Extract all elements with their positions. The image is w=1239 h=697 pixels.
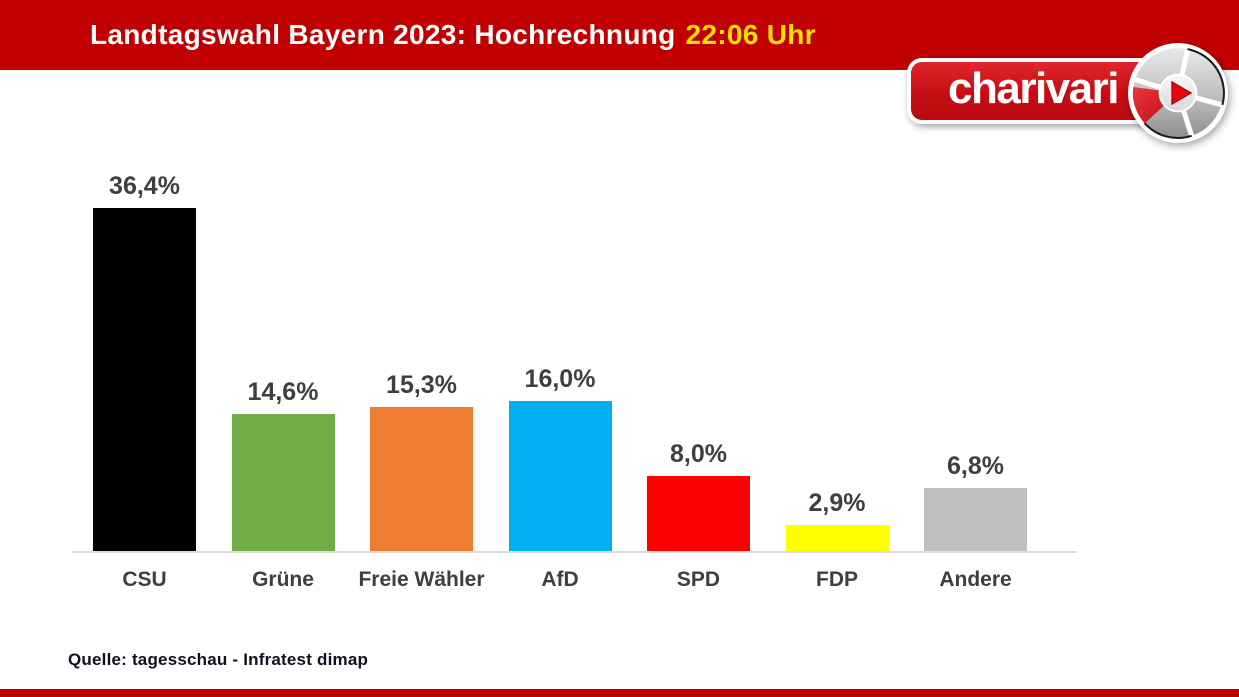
bar-groups: 36,4% CSU 14,6% Grüne 15,3% Freie Wähler… <box>93 160 1027 591</box>
bar-group: 36,4% CSU <box>93 160 196 591</box>
bar-category-label: FDP <box>816 568 858 591</box>
title-time: 22:06 Uhr <box>685 19 816 50</box>
play-wheel-icon <box>1128 43 1228 143</box>
header-banner: Landtagswahl Bayern 2023: Hochrechnung 22… <box>0 0 1239 70</box>
bar-value-label: 8,0% <box>670 440 727 468</box>
footer-bar <box>0 689 1239 697</box>
play-icon <box>1171 80 1193 106</box>
bar <box>93 208 196 552</box>
bar-group: 6,8% Andere <box>924 160 1027 591</box>
bar-category-label: Freie Wähler <box>358 568 485 591</box>
bar-group: 16,0% AfD <box>508 160 612 591</box>
logo-wordmark-box: charivari <box>907 58 1159 124</box>
bar-group: 8,0% SPD <box>647 160 750 591</box>
bar-category-label: CSU <box>122 568 167 591</box>
bar-group: 2,9% FDP <box>785 160 889 591</box>
bar-value-label: 6,8% <box>947 452 1004 480</box>
page-title: Landtagswahl Bayern 2023: Hochrechnung 22… <box>90 19 816 51</box>
bar-category-label: AfD <box>541 568 579 591</box>
bar <box>647 476 750 552</box>
bar-category-label: Grüne <box>252 568 314 591</box>
bar <box>508 401 612 552</box>
bar-value-label: 15,3% <box>386 371 457 399</box>
bar-group: 14,6% Grüne <box>231 160 335 591</box>
title-text: Landtagswahl Bayern 2023: Hochrechnung <box>90 19 676 50</box>
bar-value-label: 2,9% <box>808 489 866 517</box>
bar-category-label: Andere <box>939 568 1012 591</box>
bar-value-label: 36,4% <box>109 172 180 200</box>
bar <box>231 414 335 552</box>
bar <box>785 525 889 552</box>
bar-chart: 36,4% CSU 14,6% Grüne 15,3% Freie Wähler… <box>93 160 1027 591</box>
x-axis-line <box>72 551 1077 553</box>
source-note: Quelle: tagesschau - Infratest dimap <box>68 650 369 669</box>
bar-value-label: 16,0% <box>524 365 596 393</box>
charivari-logo: charivari <box>907 42 1229 144</box>
bar <box>370 407 473 552</box>
bar-category-label: SPD <box>676 568 721 591</box>
bar <box>924 488 1027 552</box>
bar-value-label: 14,6% <box>247 378 319 406</box>
logo-wordmark: charivari <box>948 64 1119 113</box>
bar-group: 15,3% Freie Wähler <box>358 160 484 591</box>
